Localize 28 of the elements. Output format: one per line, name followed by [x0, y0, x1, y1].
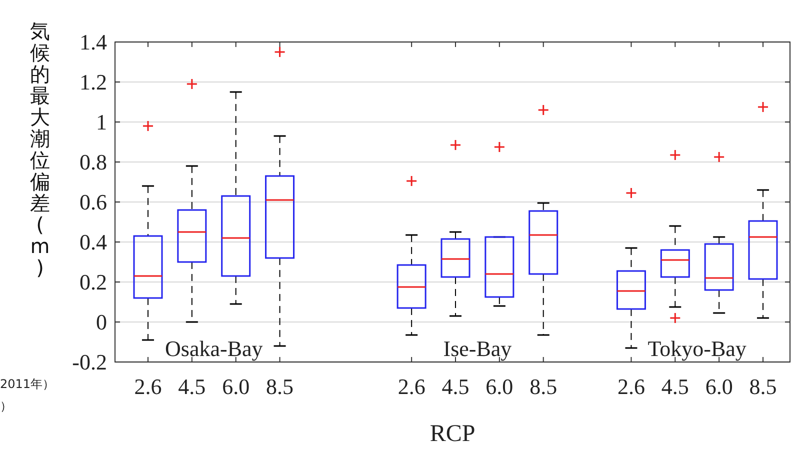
x-tick-label: 6.0: [705, 374, 733, 399]
y-tick-label: -0.2: [72, 350, 107, 375]
y-tick-label: 1: [96, 110, 107, 135]
x-tick-label: 2.6: [398, 374, 426, 399]
annotation: Ise-Bay: [443, 336, 512, 361]
text: ）: [0, 399, 12, 413]
annotation: Tokyo-Bay: [648, 336, 746, 361]
x-tick-label: 4.5: [178, 374, 206, 399]
x-tick-label: 2.6: [134, 374, 162, 399]
x-tick-label: 6.0: [222, 374, 250, 399]
x-tick-label: 2.6: [617, 374, 645, 399]
text: 2011年）: [0, 377, 55, 391]
y-tick-label: 1.4: [80, 30, 107, 55]
text: 気候的最大潮位偏差(m): [30, 19, 50, 280]
x-tick-label: 8.5: [749, 374, 777, 399]
y-tick-label: 1.2: [80, 70, 107, 95]
annotation: Osaka-Bay: [165, 336, 263, 361]
x-tick-label: 8.5: [266, 374, 294, 399]
y-tick-label: 0.6: [80, 190, 107, 215]
x-tick-label: 4.5: [661, 374, 689, 399]
y-tick-label: 0: [96, 310, 107, 335]
y-tick-label: 0.4: [80, 230, 107, 255]
x-axis-title: RCP: [430, 421, 476, 447]
y-tick-label: 0.2: [80, 270, 107, 295]
x-tick-label: 6.0: [486, 374, 514, 399]
x-tick-label: 4.5: [442, 374, 470, 399]
x-tick-label: 8.5: [530, 374, 558, 399]
y-tick-label: 0.8: [80, 150, 107, 175]
